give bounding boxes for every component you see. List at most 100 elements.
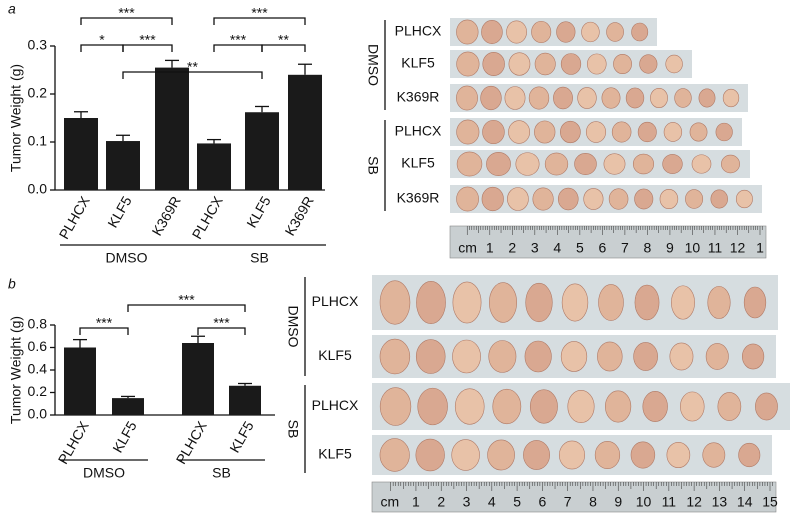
tumor: [689, 122, 708, 142]
tumor: [583, 188, 604, 210]
tumor: [482, 119, 505, 145]
tumor: [666, 441, 691, 469]
row-label: K369R: [397, 89, 440, 105]
significance-bracket: [213, 17, 306, 25]
tumor: [525, 282, 553, 323]
ruler-label: 10: [636, 494, 652, 510]
tumor: [508, 52, 531, 76]
tumor: [456, 151, 483, 177]
tumor: [594, 441, 621, 469]
ruler-label: 1: [486, 240, 494, 256]
photo-group-label: SB: [365, 156, 381, 175]
y-tick-label: 0.6: [28, 338, 48, 354]
tumor: [669, 342, 694, 371]
tumor: [379, 280, 411, 325]
tumor: [452, 339, 481, 374]
tumor: [634, 188, 654, 210]
tumor: [456, 186, 479, 212]
tumor: [587, 53, 607, 75]
tumor: [553, 86, 573, 110]
bar: [106, 141, 140, 190]
significance-label: ***: [251, 5, 268, 21]
x-tick-label: K369R: [149, 193, 184, 238]
tumor: [515, 152, 540, 176]
tumor: [585, 121, 607, 143]
ruler-label: 7: [564, 494, 572, 510]
tumor: [702, 442, 726, 468]
tumor: [523, 440, 550, 470]
significance-bracket: [80, 17, 173, 25]
tumor: [534, 120, 556, 144]
bar: [155, 67, 189, 190]
x-tick-label: PLHCX: [189, 193, 227, 242]
tumor: [481, 20, 503, 44]
group-label: DMSO: [83, 465, 125, 481]
tumor: [574, 153, 597, 175]
bar: [288, 74, 322, 190]
bar: [64, 118, 98, 190]
tumor: [508, 120, 531, 144]
bar: [112, 398, 144, 415]
y-axis-label: Tumor Weight (g): [8, 64, 24, 172]
ruler: [449, 225, 767, 259]
x-tick-label: PLHCX: [56, 193, 94, 242]
significance-bracket: [197, 327, 246, 335]
significance-label: ***: [178, 292, 195, 308]
significance-label: ***: [118, 5, 135, 21]
ruler-label: 1: [756, 240, 764, 256]
tumor: [560, 120, 581, 144]
row-label: PLHCX: [312, 293, 359, 309]
ruler-label: 2: [508, 240, 516, 256]
row-label: PLHCX: [312, 397, 359, 413]
tumor: [598, 284, 624, 321]
tumor: [631, 22, 649, 42]
significance-bracket: [127, 304, 246, 312]
bar: [229, 385, 261, 415]
tumor: [707, 286, 731, 319]
tumor: [532, 187, 554, 211]
bar: [64, 347, 96, 415]
tumor: [630, 441, 656, 469]
tumor: [671, 285, 695, 320]
tumor: [680, 391, 705, 422]
ruler: [371, 481, 777, 513]
tumor: [665, 54, 683, 74]
tumor: [456, 85, 478, 111]
tumor: [557, 187, 579, 211]
tumor: [556, 21, 576, 43]
tumor: [379, 387, 412, 426]
bar: [245, 112, 279, 190]
ruler-label: 13: [712, 494, 728, 510]
tumor: [415, 339, 446, 374]
tumor: [705, 343, 729, 370]
tumor: [558, 440, 586, 470]
tumor: [560, 341, 588, 372]
ruler-label: 3: [463, 494, 471, 510]
tumor: [691, 154, 712, 174]
y-tick-label: 0.2: [28, 85, 48, 101]
tumor: [741, 343, 765, 370]
tumor: [674, 88, 692, 108]
significance-bracket: [79, 327, 129, 335]
ruler-label: 11: [708, 240, 723, 256]
significance-bracket: [261, 44, 306, 52]
tumor: [492, 388, 522, 425]
tumor: [722, 88, 740, 108]
significance-label: ***: [96, 315, 113, 331]
tumor: [639, 54, 658, 74]
ruler-label: 5: [513, 494, 521, 510]
tumor: [416, 281, 446, 324]
tumor: [710, 189, 728, 209]
tumor: [601, 87, 621, 109]
significance-bracket: [122, 44, 173, 52]
tumor: [659, 188, 679, 210]
tumor: [721, 154, 740, 174]
photo-group-label: DMSO: [285, 306, 301, 348]
tumor: [738, 442, 761, 468]
ruler-label: 15: [762, 494, 778, 510]
ruler-label: 5: [576, 240, 584, 256]
group-label: DMSO: [106, 250, 148, 266]
ruler-label: 12: [730, 240, 746, 256]
tumor: [698, 88, 716, 108]
photo-strip: [450, 18, 657, 46]
